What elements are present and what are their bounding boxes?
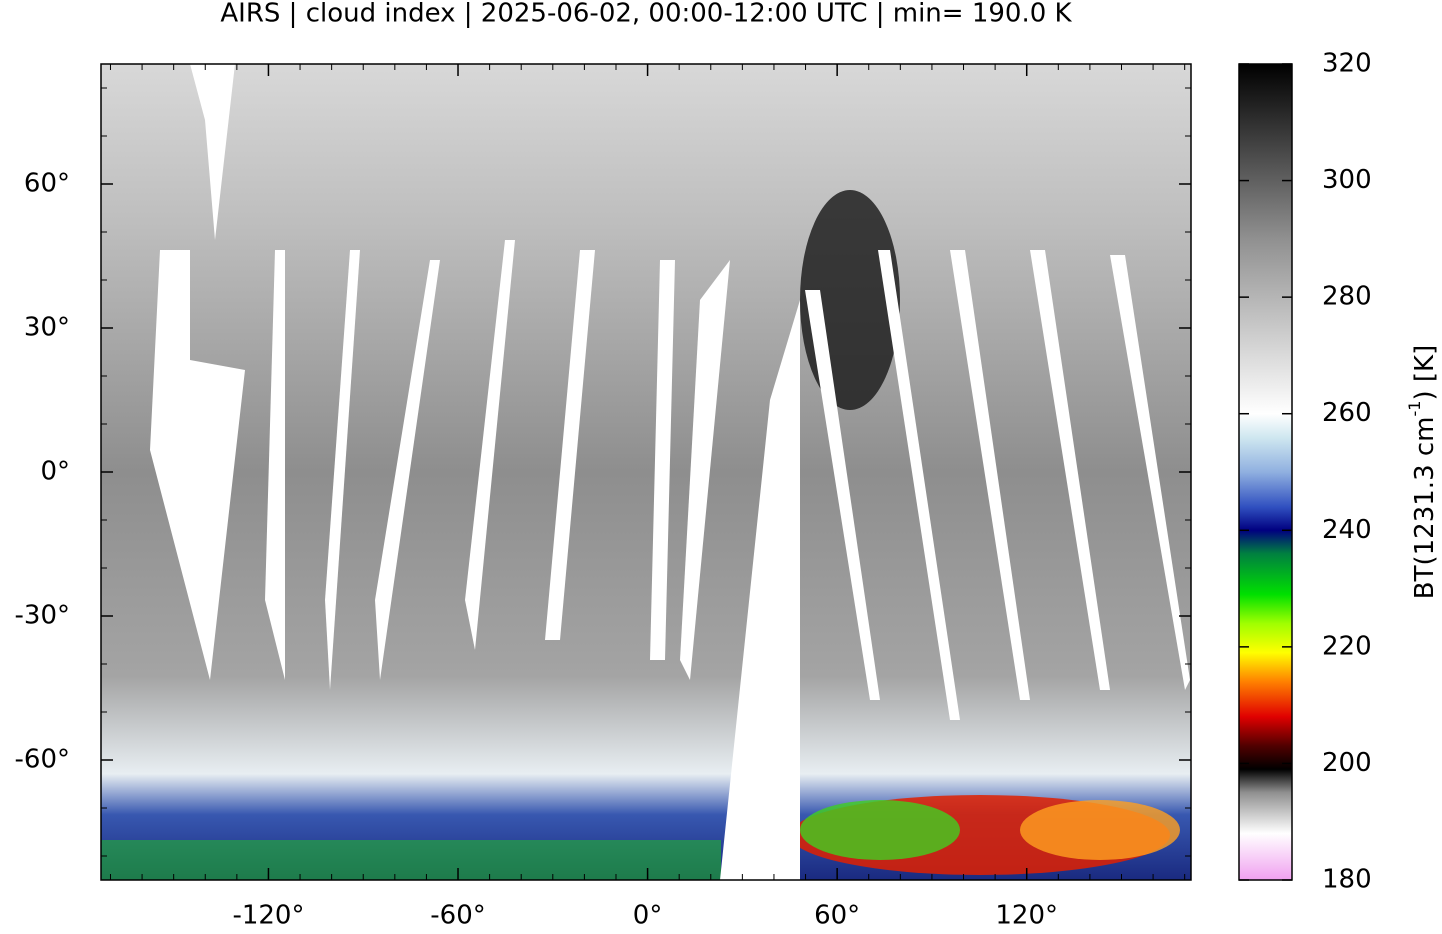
x-tick-label: 60°	[814, 901, 860, 931]
colorbar-label-main: BT(1231.3 cm	[1410, 416, 1440, 599]
colorbar-tick-label: 200	[1322, 748, 1372, 778]
x-tick-label: 120°	[995, 901, 1058, 931]
x-tick-label: -60°	[430, 901, 485, 931]
colorbar-tick-label: 280	[1322, 282, 1372, 312]
y-tick-label: 60°	[24, 169, 70, 199]
y-tick-label: 30°	[24, 313, 70, 343]
colorbar-tick-label: 300	[1322, 165, 1372, 195]
colorbar-tick-label: 240	[1322, 515, 1372, 545]
colorbar-label-suffix: ) [K]	[1410, 345, 1440, 401]
colorbar-tick-label: 320	[1322, 49, 1372, 79]
x-tick-label: 0°	[633, 901, 663, 931]
map-imagery	[101, 64, 1191, 880]
colorbar-label-superscript: -1	[1405, 401, 1424, 417]
chart-title: AIRS | cloud index | 2025-06-02, 00:00-1…	[220, 0, 1072, 29]
colorbar-tick-label: 220	[1322, 631, 1372, 661]
colorbar-tick-label: 260	[1322, 398, 1372, 428]
x-tick-label: -120°	[232, 901, 304, 931]
colorbar-tick-label: 180	[1322, 865, 1372, 895]
y-tick-label: 0°	[40, 457, 70, 487]
y-tick-label: -30°	[15, 601, 70, 631]
colorbar	[1238, 63, 1293, 881]
y-tick-label: -60°	[15, 745, 70, 775]
colorbar-label: BT(1231.3 cm-1) [K]	[1405, 345, 1440, 599]
